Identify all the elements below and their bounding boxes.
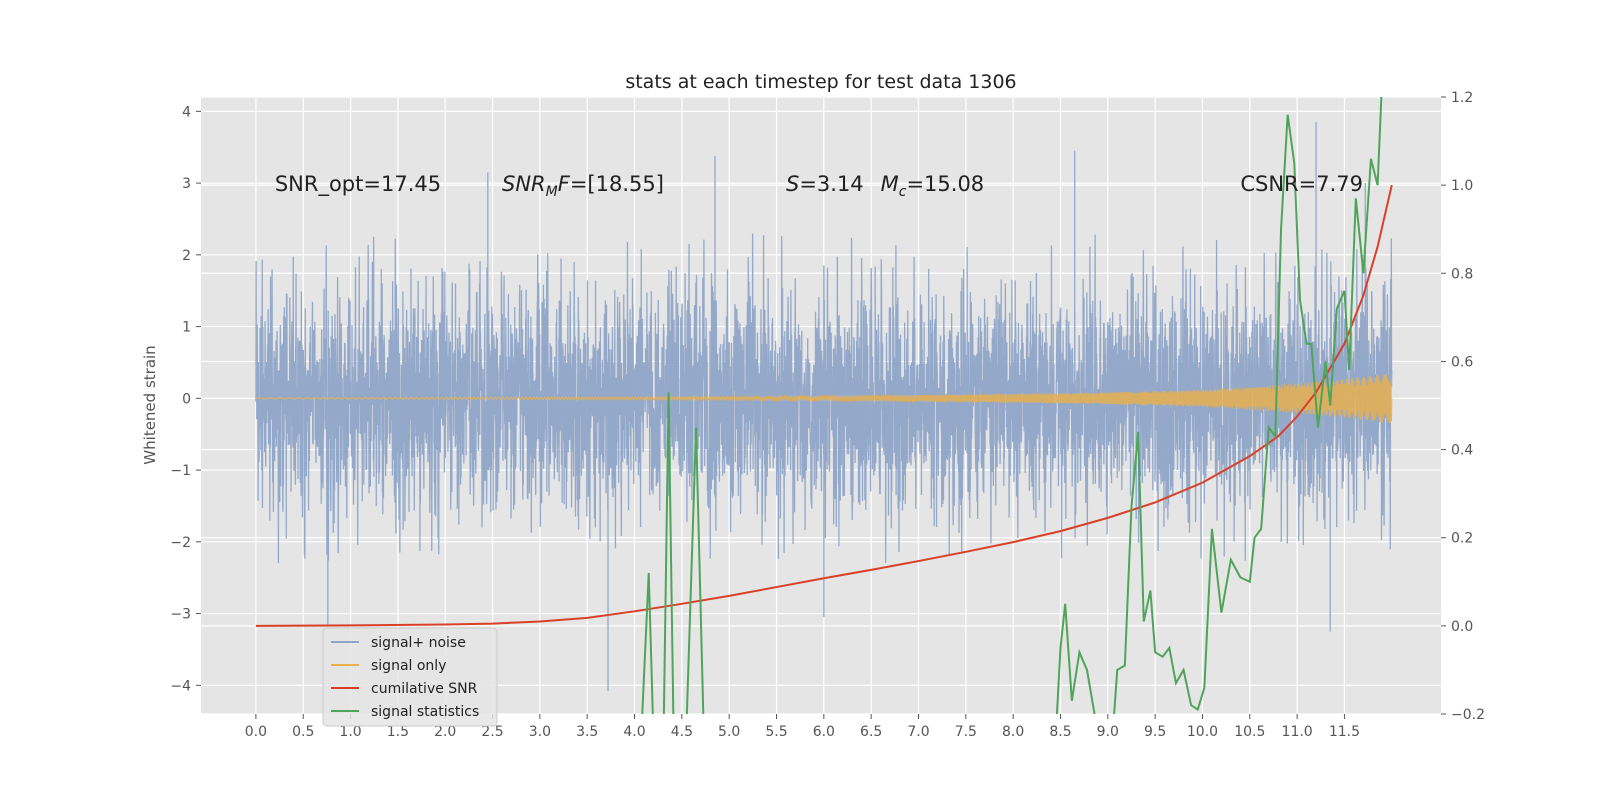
annotation: SNRMF=[18.55] [502,172,664,200]
legend: signal+ noise signal only cumilative SNR si… [322,627,498,727]
x-axis-ticks: 0.0 0.5 1.0 1.5 2.0 2.5 3.0 3.5 4.0 4.5 5.0 5.5 6.0 6… [245,714,1360,740]
x-tick-label: 7.0 [907,724,929,740]
x-tick-label: 1.5 [387,724,409,740]
x-tick-label: 3.0 [529,724,551,740]
x-tick-label: 11.5 [1329,724,1360,740]
chart-title: stats at each timestep for test data 130… [625,71,1016,93]
x-tick-label: 9.0 [1097,724,1119,740]
x-tick-label: 7.5 [955,724,977,740]
y2-tick-label: 1.0 [1451,178,1473,194]
x-tick-label: 0.5 [292,724,314,740]
annotation: Mc=15.08 [881,172,985,200]
x-tick-label: 1.0 [339,724,361,740]
legend-entry: signal statistics [371,704,479,720]
series-signal-statistics [632,97,1383,714]
y2-tick-label: −0.2 [1451,707,1485,723]
y2-tick-label: 0.8 [1451,266,1473,282]
y-tick-label: −2 [170,535,191,551]
series-cumulative-snr [255,184,1393,627]
y-tick-label: 2 [182,248,191,264]
x-tick-label: 3.5 [576,724,598,740]
x-tick-label: 11.0 [1282,724,1313,740]
x-tick-label: 6.0 [813,724,835,740]
x-tick-label: 8.5 [1049,724,1071,740]
series-signal-only [255,374,1393,424]
y2-axis-ticks: −0.2 0.0 0.2 0.4 0.6 0.8 1.0 1.2 [1441,90,1485,723]
y-tick-label: 0 [182,391,191,407]
x-tick-label: 10.5 [1234,724,1265,740]
y2-tick-label: 0.0 [1451,619,1473,635]
legend-entry: cumilative SNR [371,681,478,697]
annotation: SNR_opt=17.45 [275,172,441,197]
y2-tick-label: 0.6 [1451,354,1473,370]
y2-tick-label: 0.4 [1451,443,1473,459]
x-tick-label: 0.0 [245,724,267,740]
y-tick-label: 3 [182,176,191,192]
x-tick-label: 5.0 [718,724,740,740]
y-tick-label: −1 [170,463,191,479]
y2-tick-label: 0.2 [1451,531,1473,547]
legend-entry: signal only [371,658,446,674]
annotation: S=3.14 [786,172,864,196]
x-tick-label: 2.5 [481,724,503,740]
y2-tick-label: 1.2 [1451,90,1473,106]
y-axis-ticks: −4 −3 −2 −1 0 1 2 3 4 [170,104,201,694]
x-tick-label: 10.0 [1187,724,1218,740]
x-tick-label: 8.0 [1002,724,1024,740]
x-tick-label: 2.0 [434,724,456,740]
y-axis-label: Whitened strain [141,345,159,464]
y-tick-label: 4 [182,104,191,120]
y-tick-label: 1 [182,320,191,336]
x-tick-label: 4.0 [623,724,645,740]
y-tick-label: −3 [170,607,191,623]
legend-entry: signal+ noise [371,635,466,651]
annotation: CSNR=7.79 [1240,172,1363,196]
series-signal-noise [255,122,1393,692]
annotations: SNR_opt=17.45 SNRMF=[18.55] S=3.14 Mc=15.08… [275,172,1363,200]
x-tick-label: 6.5 [860,724,882,740]
x-tick-label: 4.5 [671,724,693,740]
legend-box [322,627,498,727]
y-tick-label: −4 [170,678,191,694]
x-tick-label: 5.5 [765,724,787,740]
x-tick-label: 9.5 [1144,724,1166,740]
